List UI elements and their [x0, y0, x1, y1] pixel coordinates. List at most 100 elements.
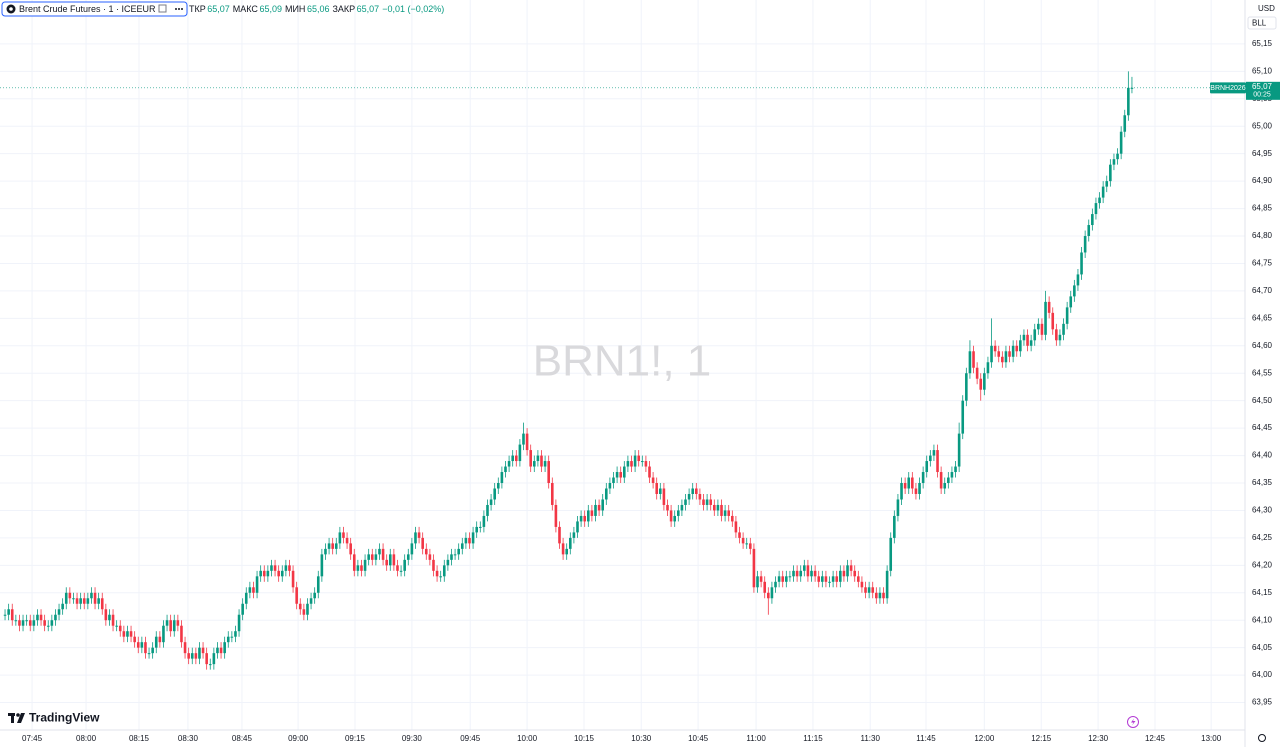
x-tick-label: 08:15: [129, 734, 150, 743]
candle-body: [370, 554, 374, 560]
candle-body: [572, 532, 576, 538]
more-dot[interactable]: [178, 8, 180, 10]
candle-body: [36, 614, 39, 621]
candle-body: [713, 504, 716, 511]
candle-body: [608, 483, 612, 489]
candle-body: [205, 653, 208, 665]
candle-body: [118, 625, 122, 632]
candle-body: [489, 499, 493, 505]
x-tick-label: 13:00: [1201, 734, 1222, 743]
candle-body: [248, 587, 252, 593]
candle-body: [1116, 153, 1119, 160]
candle-body: [295, 587, 298, 604]
candle-body: [219, 647, 223, 654]
candle-body: [1051, 312, 1055, 330]
candle-body: [835, 576, 839, 582]
candle-body: [79, 598, 82, 604]
unit[interactable]: BLL: [1252, 19, 1267, 28]
candle-body: [709, 499, 713, 505]
candle-body: [313, 592, 316, 599]
candle-body: [334, 543, 338, 549]
candle-body: [309, 598, 313, 604]
candle-body: [262, 570, 266, 577]
ohlc-value: 65,06: [307, 4, 330, 14]
candle-body: [1037, 323, 1040, 330]
candle-body: [612, 477, 615, 484]
countdown: 00:25: [1253, 92, 1271, 99]
candle-body: [619, 472, 622, 478]
y-tick-label: 64,55: [1252, 368, 1273, 377]
candle-body: [1065, 307, 1069, 324]
more-dot[interactable]: [175, 8, 177, 10]
candle-body: [446, 559, 450, 566]
candle-body: [266, 570, 270, 577]
candle-body: [190, 653, 194, 659]
candle-body: [1069, 296, 1073, 308]
x-tick-label: 07:45: [22, 734, 43, 743]
candle-body: [594, 504, 597, 516]
candle-body: [259, 570, 262, 577]
settings-icon[interactable]: [1258, 734, 1266, 742]
candle-body: [659, 488, 662, 494]
symbol-tag: BRNH2026: [1210, 85, 1246, 92]
candle-body: [716, 504, 720, 511]
candle-body: [756, 576, 759, 588]
candle-body: [633, 455, 637, 467]
candle-body: [576, 521, 579, 533]
candle-body: [82, 598, 86, 604]
more-dot[interactable]: [181, 8, 183, 10]
candle-body: [590, 510, 594, 516]
candle-body: [554, 504, 558, 527]
candle-body: [536, 455, 540, 462]
x-tick-label: 09:15: [345, 734, 366, 743]
candle-body: [731, 515, 734, 522]
candle-body: [864, 587, 867, 593]
x-tick-label: 11:30: [860, 734, 880, 743]
candle-body: [169, 620, 172, 632]
candle-body: [43, 620, 46, 626]
candle-body: [14, 620, 18, 622]
candle-body: [921, 472, 925, 484]
symbol-tag-box: [1210, 82, 1246, 94]
candle-body: [568, 537, 572, 549]
candle-body: [828, 581, 831, 583]
candle-body: [464, 537, 468, 544]
candle-body: [947, 477, 950, 484]
candle-body: [1094, 203, 1098, 215]
candle-body: [867, 587, 871, 593]
y-tick-label: 64,70: [1252, 286, 1273, 295]
ohlc-label: ТКР: [189, 4, 206, 14]
candle-body: [302, 609, 306, 615]
logo-part: [17, 713, 25, 723]
candle-body: [900, 483, 903, 500]
candle-body: [615, 472, 619, 478]
candle-body: [338, 532, 342, 544]
candle-body: [1001, 356, 1004, 363]
candle-body: [741, 537, 745, 544]
hide-icon[interactable]: [158, 4, 167, 13]
candle-body: [25, 620, 28, 622]
candle-body: [1123, 115, 1127, 132]
candle-body: [702, 499, 705, 505]
lightning-icon[interactable]: [1127, 716, 1139, 728]
candle-body: [806, 565, 810, 577]
lightning-icon[interactable]: [1131, 718, 1136, 726]
candle-body: [1087, 225, 1091, 237]
candle-body: [291, 570, 295, 588]
candle-body: [759, 576, 763, 582]
axes: 63,95 64,00 64,05 64,10 64,15 64,20 64,25 64,30…: [22, 39, 1280, 743]
candle-body: [842, 570, 846, 577]
candle-body: [392, 554, 396, 566]
unit-box[interactable]: [1247, 16, 1277, 30]
candle-body: [655, 483, 659, 494]
candle-body: [950, 472, 954, 478]
logo-text: TradingView: [29, 711, 100, 725]
candle-body: [925, 461, 929, 473]
candle-body: [496, 483, 500, 489]
candle-body: [406, 554, 410, 560]
candle-body: [298, 603, 302, 610]
y-tick-label: 64,25: [1252, 533, 1273, 542]
legend-box[interactable]: [1, 1, 188, 17]
currency[interactable]: USD: [1258, 4, 1275, 13]
